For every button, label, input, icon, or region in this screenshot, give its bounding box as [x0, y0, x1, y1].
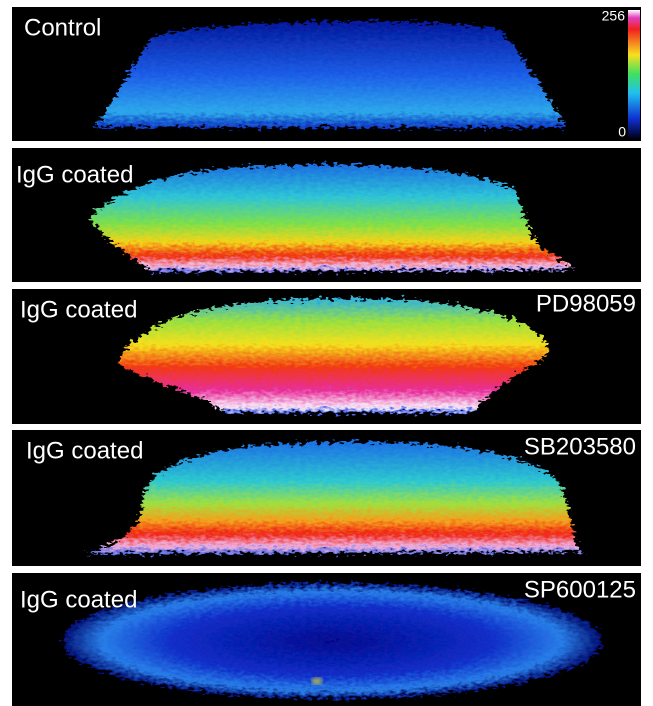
panel-label: IgG coated	[26, 437, 143, 464]
panel: IgG coated SP600125	[12, 573, 641, 706]
panel: IgG coated SB203580	[12, 430, 641, 566]
panel-label: IgG coated	[20, 586, 137, 613]
treatment-label: SP600125	[524, 576, 636, 603]
hotspot	[312, 678, 322, 684]
panel-label: IgG coated	[16, 161, 133, 188]
colorbar	[628, 10, 640, 138]
figure: Control 256 0 IgG coated IgG coated PD98…	[0, 0, 653, 706]
panel: IgG coated PD98059	[12, 289, 641, 424]
cell-signal	[62, 583, 602, 699]
panel: IgG coated	[12, 148, 641, 282]
panel-label: Control	[24, 14, 101, 41]
page: {"panels": [ {"label": "Control"}, {"lab…	[0, 0, 653, 706]
treatment-label: PD98059	[536, 290, 636, 317]
treatment-label: SB203580	[524, 433, 636, 460]
panel: Control 256 0	[12, 7, 641, 141]
cell-signal	[94, 21, 567, 128]
colorbar-min: 0	[618, 124, 626, 140]
panel-label: IgG coated	[20, 296, 137, 323]
colorbar-max: 256	[602, 8, 626, 24]
